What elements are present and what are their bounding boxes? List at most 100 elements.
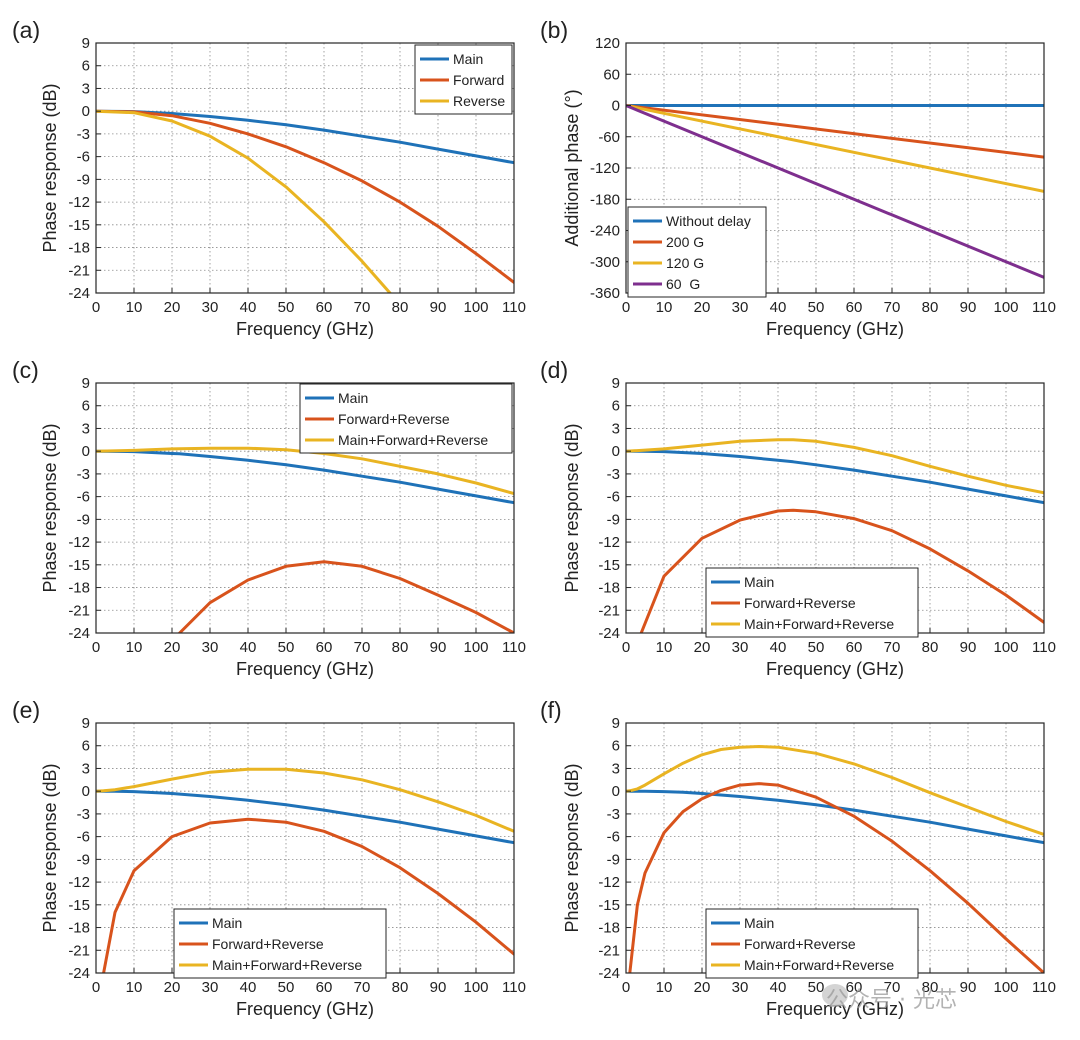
y-tick-label: -18 [598,920,620,937]
x-tick-label: 80 [392,299,409,316]
y-tick-label: 3 [82,420,90,437]
y-tick-label: -300 [590,254,620,271]
x-tick-label: 70 [884,979,901,996]
x-tick-label: 50 [808,639,825,656]
y-tick-label: -60 [598,129,620,146]
legend-entry-label: Main+Forward+Reverse [212,957,362,973]
x-tick-label: 80 [392,639,409,656]
series-line-main-forward-reverse [626,745,1044,836]
series-line-120-g [626,104,1044,193]
y-tick-label: -15 [68,897,90,914]
legend: Main Forward+Reverse Main+Forward+Reverse [705,567,919,638]
y-tick-label: -18 [68,920,90,937]
y-tick-label: -360 [590,285,620,302]
x-tick-label: 60 [846,299,863,316]
y-tick-label: -3 [77,806,90,823]
legend-entry-label: Main [744,915,774,931]
x-tick-label: 100 [993,979,1018,996]
legend-entry-label: Forward [453,72,504,88]
y-tick-label: -21 [598,942,620,959]
x-tick-label: 40 [770,979,787,996]
x-tick-label: 40 [240,299,257,316]
y-tick-label: 60 [603,66,620,83]
y-tick-label: 0 [82,443,90,460]
legend-entry-label: Forward+Reverse [338,411,450,427]
y-tick-label: -21 [68,942,90,959]
legend-entry-label: 200 G [666,234,704,250]
x-tick-label: 0 [622,979,630,996]
x-tick-label: 60 [316,639,333,656]
series-line-forward [96,109,514,284]
y-tick-label: 0 [82,103,90,120]
x-tick-label: 60 [846,979,863,996]
y-tick-label: -9 [77,851,90,868]
y-tick-label: -6 [607,829,620,846]
x-axis-label: Frequency (GHz) [766,319,904,339]
x-tick-label: 60 [846,639,863,656]
y-tick-label: -3 [607,466,620,483]
x-tick-label: 110 [502,299,526,316]
x-tick-label: 10 [656,299,673,316]
x-tick-label: 90 [430,979,447,996]
y-tick-label: 3 [612,760,620,777]
x-tick-label: 40 [770,639,787,656]
series-line-main [626,449,1044,505]
x-tick-label: 30 [732,979,749,996]
y-tick-label: -12 [598,534,620,551]
series-line-forward-reverse [102,817,514,973]
legend-entry-label: 60 G [666,276,700,292]
y-tick-label: 120 [595,35,620,52]
x-tick-label: 40 [240,979,257,996]
x-tick-label: 90 [430,639,447,656]
x-tick-label: 70 [354,299,371,316]
legend-entry-label: Main [338,390,368,406]
x-tick-label: 30 [202,639,219,656]
x-tick-label: 50 [278,299,295,316]
y-tick-label: -3 [77,466,90,483]
y-tick-label: 0 [612,443,620,460]
x-tick-label: 100 [463,639,488,656]
y-tick-label: 6 [82,738,90,755]
x-tick-label: 110 [1032,979,1056,996]
x-tick-label: 20 [694,639,711,656]
panel-label: (d) [540,357,568,383]
x-tick-label: 20 [694,979,711,996]
y-tick-label: 6 [82,398,90,415]
series-line-forward-reverse [628,782,1044,973]
x-tick-label: 50 [808,979,825,996]
x-tick-label: 20 [164,299,181,316]
legend: Main Forward+Reverse Main+Forward+Reverse [173,908,387,979]
y-tick-label: -15 [68,557,90,574]
legend-box [173,908,387,979]
y-tick-label: -24 [68,625,90,642]
x-tick-label: 50 [278,979,295,996]
chart-panel-e: (e)0 10 20 30 40 50 60 70 80 90 100 1109630-3-6-9-1… [12,697,526,1019]
chart-panel-f: (f)0 10 20 30 40 50 60 70 80 90 100 1109630-3-6-9-1… [540,697,1056,1019]
x-tick-label: 70 [884,639,901,656]
y-tick-label: -18 [598,580,620,597]
series-line-forward-reverse [639,508,1044,633]
y-tick-label: 6 [82,58,90,75]
legend-entry-label: Main+Forward+Reverse [338,432,488,448]
legend-box [705,567,919,638]
y-tick-label: 9 [82,35,90,52]
watermark-text: 公众号 · 光芯 [826,988,957,1013]
x-axis-label: Frequency (GHz) [236,999,374,1019]
x-axis-label: Frequency (GHz) [236,659,374,679]
panel-label: (a) [12,17,40,43]
y-axis-label: Phase response (dB) [40,763,60,932]
series-line-main-forward-reverse [626,438,1044,495]
y-axis-label: Phase response (dB) [40,423,60,592]
legend-entry-label: Main+Forward+Reverse [744,616,894,632]
series-line-main-forward-reverse [96,767,514,833]
x-tick-label: 70 [354,979,371,996]
axes-frame [95,382,515,634]
x-tick-label: 20 [694,299,711,316]
x-tick-label: 110 [1032,299,1056,316]
x-tick-label: 90 [430,299,447,316]
y-tick-label: 9 [82,715,90,732]
y-tick-label: 9 [82,375,90,392]
y-tick-label: -12 [68,534,90,551]
y-tick-label: 9 [612,715,620,732]
